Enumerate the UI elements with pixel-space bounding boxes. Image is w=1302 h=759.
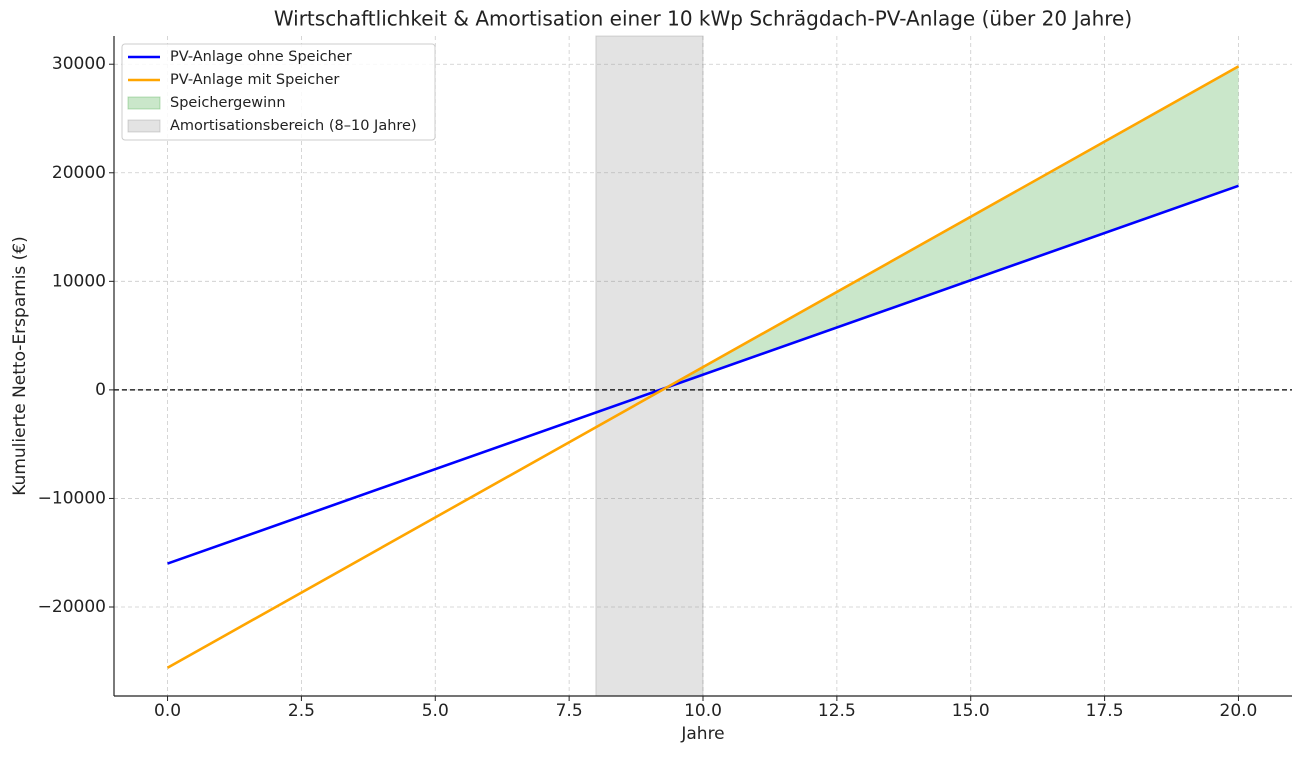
y-tick-label: 30000 xyxy=(52,54,106,74)
x-axis-label: Jahre xyxy=(680,724,724,744)
x-tick-label: 15.0 xyxy=(952,701,990,721)
legend-label: Speichergewinn xyxy=(170,95,286,111)
y-tick-label: 0 xyxy=(95,380,106,400)
y-tick-label: 10000 xyxy=(52,271,106,291)
y-tick-label: 20000 xyxy=(52,163,106,183)
legend-label: PV-Anlage ohne Speicher xyxy=(170,49,352,65)
x-tick-label: 17.5 xyxy=(1086,701,1124,721)
line-series xyxy=(166,65,1240,669)
legend-swatch xyxy=(127,119,161,133)
legend-swatch xyxy=(127,96,161,110)
amortization-span xyxy=(595,35,704,697)
y-tick-label: −10000 xyxy=(38,488,106,508)
legend-label: Amortisationsbereich (8–10 Jahre) xyxy=(170,118,417,134)
x-tick-label: 7.5 xyxy=(556,701,583,721)
line-series xyxy=(167,184,1239,565)
x-tick-label: 10.0 xyxy=(684,701,722,721)
y-tick-label: −20000 xyxy=(38,597,106,617)
x-tick-label: 0.0 xyxy=(154,701,181,721)
y-axis-label: Kumulierte Netto-Ersparnis (€) xyxy=(10,236,30,496)
chart-title: Wirtschaftlichkeit & Amortisation einer … xyxy=(274,7,1132,31)
legend-label: PV-Anlage mit Speicher xyxy=(170,72,339,88)
x-tick-label: 20.0 xyxy=(1220,701,1258,721)
x-tick-label: 2.5 xyxy=(288,701,315,721)
x-tick-label: 12.5 xyxy=(818,701,856,721)
x-tick-label: 5.0 xyxy=(422,701,449,721)
legend-box xyxy=(121,43,436,141)
